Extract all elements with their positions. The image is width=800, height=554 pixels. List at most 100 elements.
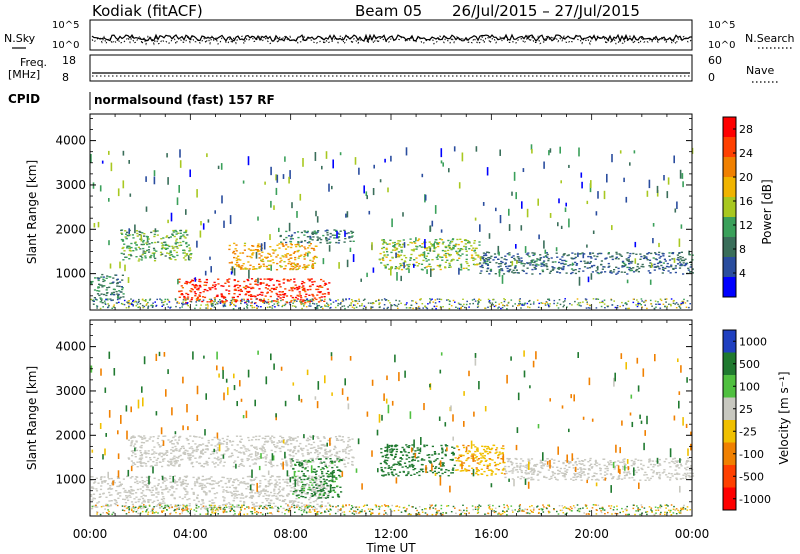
sparse-cell <box>196 240 198 248</box>
scatter-cell <box>212 284 215 286</box>
scatter-cell <box>624 264 627 267</box>
scatter-cell <box>488 448 491 450</box>
scatter-cell <box>312 494 315 497</box>
scatter-cell <box>551 266 554 268</box>
noise-cell <box>99 307 102 310</box>
scatter-cell <box>542 261 545 264</box>
scatter-cell <box>452 248 455 250</box>
scatter-cell <box>690 264 693 266</box>
scatter-cell <box>272 441 275 443</box>
scatter-cell <box>189 249 192 251</box>
scatter-cell <box>334 460 337 462</box>
scatter-cell <box>219 442 222 444</box>
sparse-cell <box>623 177 625 183</box>
scatter-cell <box>292 439 295 441</box>
scatter-cell <box>171 443 174 445</box>
noise-cell <box>182 299 185 301</box>
scatter-cell <box>561 259 564 262</box>
scatter-cell <box>312 488 315 491</box>
scatter-cell <box>591 252 595 254</box>
scatter-cell <box>116 493 119 495</box>
scatter-cell <box>121 287 124 289</box>
scatter-cell <box>198 482 201 485</box>
noise-cell <box>321 299 323 301</box>
scatter-cell <box>451 241 454 243</box>
scatter-cell <box>240 267 243 269</box>
scatter-cell <box>188 447 191 449</box>
scatter-cell <box>596 255 599 258</box>
scatter-cell <box>495 449 498 451</box>
scatter-cell <box>531 268 534 271</box>
scatter-cell <box>140 455 143 457</box>
scatter-cell <box>670 264 673 266</box>
scatter-cell <box>242 465 245 467</box>
scatter-cell <box>316 492 319 494</box>
scatter-cell <box>264 435 267 438</box>
scatter-cell <box>231 494 234 497</box>
scatter-cell <box>198 462 202 465</box>
scatter-cell <box>531 273 534 275</box>
scatter-cell <box>316 487 319 489</box>
sparse-cell <box>264 181 266 185</box>
noise-cell <box>462 298 464 300</box>
scatter-cell <box>200 451 203 454</box>
noise-cell <box>427 303 429 305</box>
nsky-label: N.Sky <box>4 32 36 45</box>
scatter-cell <box>457 456 461 459</box>
noise-cell <box>597 298 600 300</box>
scatter-cell <box>151 440 155 442</box>
scatter-cell <box>228 290 231 292</box>
sparse-cell <box>332 159 334 169</box>
scatter-cell <box>293 278 296 280</box>
scatter-cell <box>188 458 191 460</box>
scatter-cell <box>315 477 318 480</box>
noise-cell <box>389 302 391 304</box>
scatter-cell <box>136 232 139 235</box>
scatter-cell <box>290 443 293 445</box>
scatter-cell <box>264 489 268 491</box>
scatter-cell <box>321 495 324 497</box>
scatter-cell <box>434 241 437 243</box>
scatter-cell <box>296 286 299 289</box>
noise-cell <box>378 298 380 301</box>
scatter-cell <box>285 244 288 246</box>
noise-cell <box>468 306 470 308</box>
scatter-cell <box>326 240 329 242</box>
scatter-cell <box>186 498 189 501</box>
scatter-cell <box>434 239 437 241</box>
scatter-cell <box>379 252 382 255</box>
scatter-cell <box>221 476 224 478</box>
sparse-cell <box>423 251 426 259</box>
scatter-cell <box>395 463 398 466</box>
scatter-cell <box>300 231 303 234</box>
noise-cell <box>324 298 326 301</box>
sparse-cell <box>391 218 393 228</box>
scatter-cell <box>265 257 268 259</box>
scatter-cell <box>394 267 397 270</box>
scatter-cell <box>386 251 389 253</box>
scatter-cell <box>205 460 208 463</box>
scatter-cell <box>497 463 500 466</box>
scatter-cell <box>180 484 183 487</box>
noise-cell <box>662 303 665 305</box>
scatter-cell <box>456 259 459 261</box>
scatter-cell <box>211 439 214 441</box>
scatter-cell <box>263 265 266 267</box>
scatter-cell <box>266 441 269 443</box>
noise-cell <box>519 298 521 300</box>
scatter-cell <box>243 453 246 455</box>
scatter-cell <box>304 484 307 486</box>
noise-cell <box>178 302 180 304</box>
scatter-cell <box>456 445 459 447</box>
scatter-cell <box>111 488 114 490</box>
noise-cell <box>547 304 550 307</box>
scatter-cell <box>689 266 692 268</box>
scatter-cell <box>668 259 672 261</box>
scatter-cell <box>155 492 158 494</box>
sparse-cell <box>495 207 497 212</box>
scatter-cell <box>91 486 94 488</box>
scatter-cell <box>147 500 150 502</box>
scatter-cell <box>203 507 206 509</box>
scatter-cell <box>411 444 414 446</box>
scatter-cell <box>266 499 269 502</box>
